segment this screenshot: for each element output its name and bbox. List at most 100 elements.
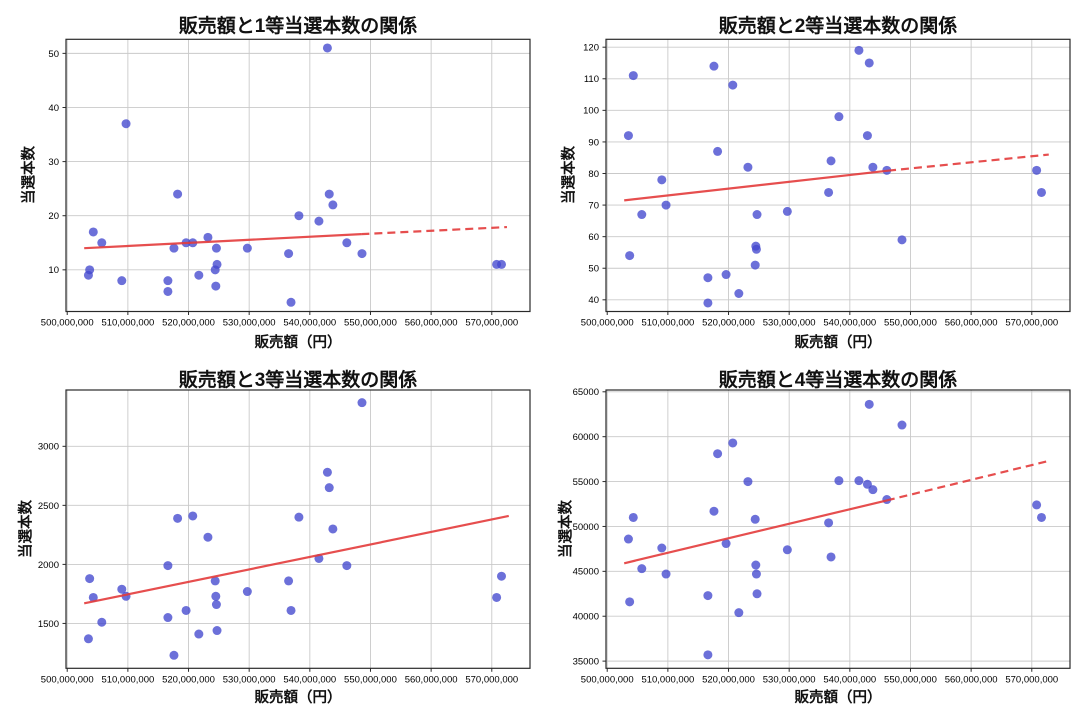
data-point <box>163 613 173 623</box>
x-tick-label: 540,000,000 <box>823 674 876 685</box>
data-point <box>743 162 753 172</box>
data-point <box>212 259 222 269</box>
data-point <box>322 43 332 53</box>
data-point <box>1036 512 1046 522</box>
data-point <box>294 211 304 221</box>
data-point <box>88 227 98 237</box>
y-tick-label: 35000 <box>573 657 599 668</box>
x-tick-label: 530,000,000 <box>223 318 276 329</box>
x-tick-label: 520,000,000 <box>162 674 215 685</box>
x-tick-label: 550,000,000 <box>884 318 937 329</box>
x-tick-label: 520,000,000 <box>702 318 755 329</box>
x-axis-label: 販売額（円） <box>254 690 342 706</box>
data-point <box>751 569 761 579</box>
data-point <box>194 629 204 639</box>
x-tick-label: 520,000,000 <box>162 318 215 329</box>
y-tick-label: 1500 <box>38 619 59 630</box>
y-tick-label: 50 <box>48 49 59 60</box>
data-point <box>709 61 719 71</box>
y-tick-label: 80 <box>588 169 599 180</box>
data-point <box>324 189 334 199</box>
data-point <box>97 617 107 627</box>
x-tick-label: 500,000,000 <box>581 674 634 685</box>
x-tick-label: 530,000,000 <box>763 674 816 685</box>
x-tick-label: 550,000,000 <box>344 318 397 329</box>
data-point <box>721 539 731 549</box>
data-point <box>637 210 647 220</box>
x-tick-label: 510,000,000 <box>101 674 154 685</box>
data-point <box>169 650 179 660</box>
y-tick-label: 60 <box>588 232 599 243</box>
data-point <box>294 512 304 522</box>
x-tick-label: 530,000,000 <box>223 674 276 685</box>
data-point <box>496 259 506 269</box>
data-point <box>85 574 95 584</box>
data-point <box>203 532 213 542</box>
data-point <box>88 592 98 602</box>
data-point <box>743 477 753 487</box>
y-tick-label: 10 <box>48 265 59 276</box>
plot-area-prize-1: 500,000,000 510,000,000 520,000,000 530,000… <box>41 38 531 329</box>
data-point <box>1032 500 1042 510</box>
chart-title: 販売額と2等当選本数の関係 <box>718 16 958 37</box>
x-tick-label: 570,000,000 <box>465 318 518 329</box>
x-tick-label: 570,000,000 <box>465 674 518 685</box>
x-tick-label: 560,000,000 <box>945 674 998 685</box>
data-point <box>173 189 183 199</box>
y-tick-label: 60000 <box>573 432 599 443</box>
y-axis-label: 当選本数 <box>21 146 38 204</box>
data-point <box>286 297 296 307</box>
x-tick-label: 560,000,000 <box>405 318 458 329</box>
data-point <box>625 251 635 261</box>
data-point <box>328 200 338 210</box>
x-tick-label: 500,000,000 <box>41 674 94 685</box>
y-tick-label: 120 <box>583 43 599 54</box>
data-point <box>721 270 731 280</box>
data-point <box>734 289 744 299</box>
chart-title: 販売額と4等当選本数の関係 <box>718 370 958 391</box>
data-point <box>212 626 222 636</box>
chart-title: 販売額と1等当選本数の関係 <box>178 16 418 37</box>
data-point <box>826 552 836 562</box>
y-tick-label: 90 <box>588 137 599 148</box>
data-point <box>211 591 221 601</box>
data-point <box>751 560 761 570</box>
y-tick-label: 40 <box>588 295 599 306</box>
y-tick-label: 110 <box>584 74 599 85</box>
data-point <box>703 273 713 283</box>
y-tick-label: 45000 <box>573 567 599 578</box>
data-point <box>181 605 191 615</box>
data-point <box>117 584 127 594</box>
x-tick-label: 500,000,000 <box>41 318 94 329</box>
data-point <box>824 518 834 528</box>
x-tick-label: 560,000,000 <box>945 318 998 329</box>
data-point <box>284 249 294 259</box>
data-point <box>750 514 760 524</box>
x-tick-label: 540,000,000 <box>823 318 876 329</box>
data-point <box>713 146 723 156</box>
data-point <box>709 506 719 516</box>
data-point <box>203 232 213 242</box>
data-point <box>864 399 874 409</box>
x-tick-label: 520,000,000 <box>702 674 755 685</box>
y-tick-label: 2500 <box>38 501 59 512</box>
x-tick-label: 540,000,000 <box>283 674 336 685</box>
data-point <box>169 243 179 253</box>
x-tick-label: 570,000,000 <box>1005 674 1058 685</box>
trend-line-solid <box>623 499 888 565</box>
chart-prize-1: 500,000,000 510,000,000 520,000,000 530,000… <box>0 0 540 360</box>
data-point <box>824 187 834 197</box>
x-tick-label: 510,000,000 <box>641 318 694 329</box>
plot-spines <box>65 38 531 313</box>
data-point <box>628 71 638 81</box>
data-point <box>854 45 864 55</box>
data-point <box>328 524 338 534</box>
plot-spines <box>65 389 531 669</box>
data-point <box>210 576 220 586</box>
data-point <box>703 298 713 308</box>
data-point <box>188 511 198 521</box>
data-point <box>314 216 324 226</box>
data-point <box>97 238 107 248</box>
y-tick-label: 40 <box>48 103 59 114</box>
data-point <box>342 238 352 248</box>
